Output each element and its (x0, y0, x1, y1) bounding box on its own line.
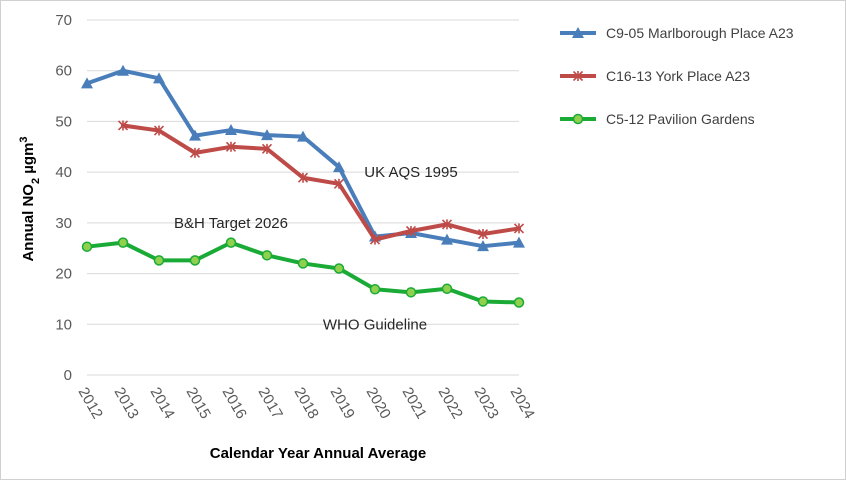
data-point (513, 223, 525, 234)
x-tick-label: 2018 (291, 385, 322, 422)
data-point (189, 147, 201, 158)
annotation-label: UK AQS 1995 (364, 164, 457, 181)
legend-item: C16-13 York Place A23 (560, 68, 750, 84)
y-tick-label: 50 (55, 113, 72, 130)
series-line (85, 240, 521, 305)
legend-label: C5-12 Pavilion Gardens (606, 111, 755, 127)
data-point (117, 237, 129, 248)
y-tick-label: 30 (55, 215, 72, 232)
data-point (333, 161, 345, 173)
series-2 (117, 120, 525, 245)
data-point (477, 296, 489, 307)
legend-label: C9-05 Marlborough Place A23 (606, 25, 794, 41)
data-point (297, 172, 309, 183)
x-axis-title: Calendar Year Annual Average (210, 445, 426, 462)
data-point (225, 141, 237, 152)
x-axis-ticks: 2012 2013 2014 2015 2016 2017 2018 2019 2020 2021… (75, 385, 538, 422)
data-point (153, 255, 165, 266)
data-point (189, 129, 201, 141)
y-axis-title: Annual NO2 µgm3 (18, 136, 42, 261)
data-point (117, 120, 129, 131)
data-point (117, 64, 129, 76)
x-tick-label: 2023 (471, 385, 502, 422)
legend-marker (572, 113, 584, 125)
y-tick-label: 20 (55, 266, 72, 283)
x-tick-label: 2021 (399, 385, 430, 422)
data-point (477, 228, 489, 240)
x-tick-label: 2014 (147, 385, 178, 422)
data-point (441, 219, 453, 230)
data-point (261, 143, 273, 154)
data-point (261, 129, 273, 141)
x-tick-label: 2015 (183, 385, 214, 422)
data-point (225, 124, 237, 136)
x-tick-label: 2012 (75, 385, 106, 422)
legend-label: C16-13 York Place A23 (606, 68, 750, 84)
x-tick-label: 2024 (507, 385, 538, 422)
data-point (441, 233, 453, 245)
x-tick-label: 2019 (327, 385, 358, 422)
series-3 (81, 237, 525, 308)
y-tick-label: 10 (55, 316, 72, 333)
data-point (405, 287, 417, 298)
series-line (85, 68, 521, 249)
annotations: UK AQS 1995 B&H Target 2026 WHO Guideline (174, 164, 458, 333)
data-point (333, 263, 345, 274)
x-tick-label: 2016 (219, 385, 250, 422)
data-point (225, 237, 237, 248)
series-1 (81, 64, 525, 252)
data-point (441, 283, 453, 295)
legend-item: C9-05 Marlborough Place A23 (560, 25, 794, 41)
y-tick-label: 70 (55, 12, 72, 29)
legend-marker (572, 70, 584, 82)
gridlines (87, 19, 519, 376)
data-point (369, 234, 381, 245)
data-point (405, 225, 417, 237)
data-point (297, 130, 309, 142)
data-point (513, 297, 525, 308)
data-point (297, 258, 309, 269)
y-tick-label: 40 (55, 164, 72, 181)
annotation-label: WHO Guideline (323, 316, 427, 333)
y-axis-ticks: 0 10 20 30 40 50 60 70 (55, 12, 72, 384)
y-tick-label: 0 (64, 367, 72, 384)
data-point (81, 77, 93, 89)
legend-marker (572, 27, 584, 38)
annotation-label: B&H Target 2026 (174, 215, 288, 232)
series-line (121, 123, 521, 242)
x-tick-label: 2020 (363, 385, 394, 422)
x-tick-label: 2013 (111, 385, 142, 422)
y-tick-label: 60 (55, 63, 72, 80)
data-point (477, 240, 489, 252)
x-tick-label: 2022 (435, 385, 466, 422)
data-point (81, 241, 93, 252)
data-point (513, 236, 525, 248)
legend: C9-05 Marlborough Place A23 C16-13 York P… (560, 25, 794, 127)
data-point (189, 255, 201, 266)
data-point (261, 250, 273, 261)
x-tick-label: 2017 (255, 385, 286, 422)
data-point (333, 178, 345, 189)
legend-item: C5-12 Pavilion Gardens (560, 111, 755, 127)
data-point (369, 284, 381, 295)
data-point (153, 125, 165, 136)
series-lines (81, 64, 525, 308)
data-point (153, 72, 165, 84)
